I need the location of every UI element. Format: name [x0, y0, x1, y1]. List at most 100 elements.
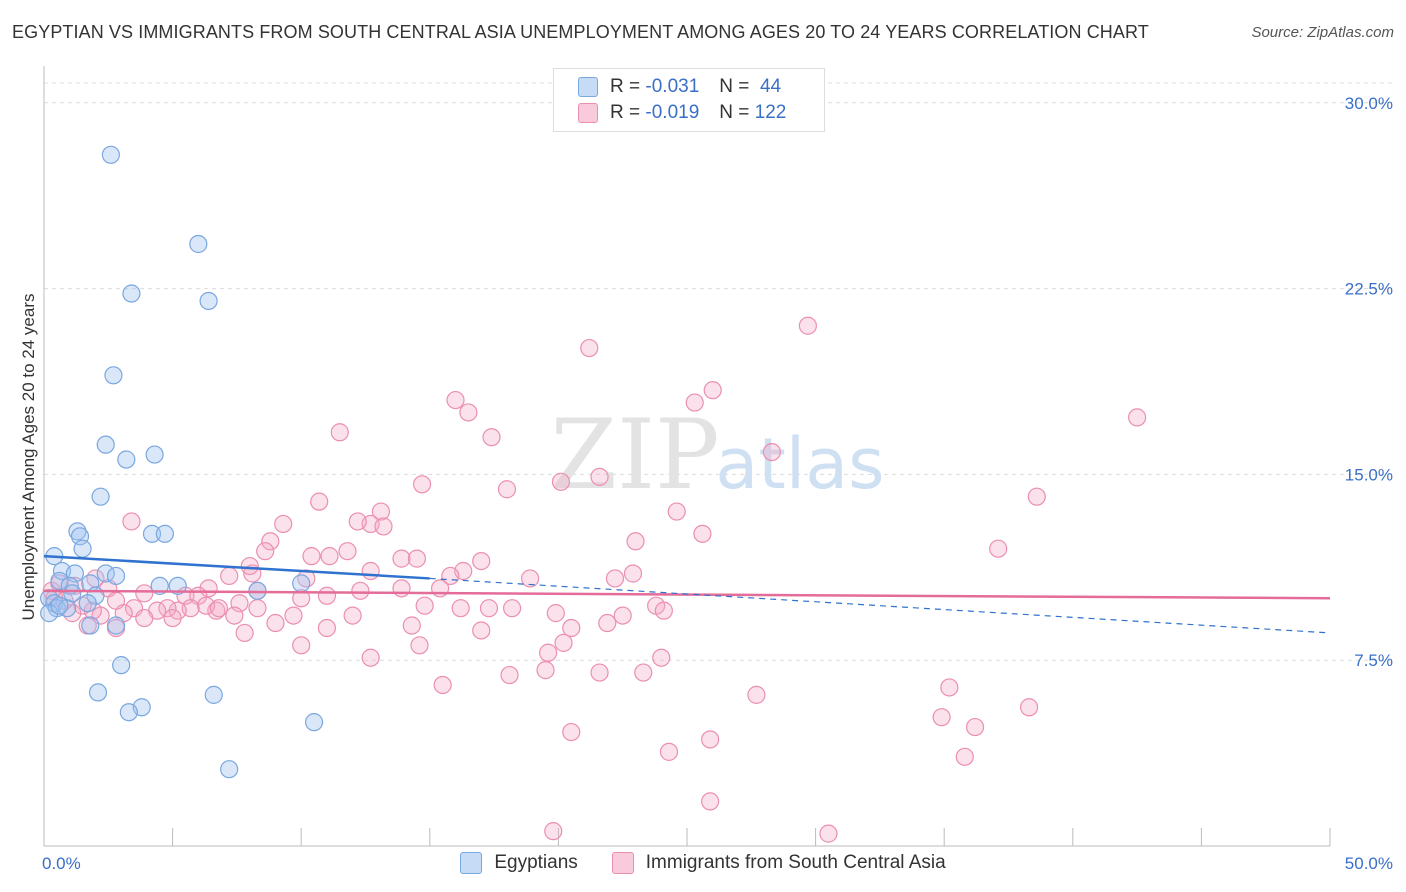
data-point-immigrants [361, 648, 380, 667]
data-point-immigrants [1127, 408, 1147, 427]
data-point-immigrants [1019, 698, 1039, 717]
data-point-immigrants [500, 665, 519, 685]
legend-item-immigrants[interactable]: Immigrants from South Central Asia [611, 852, 946, 874]
axes [43, 66, 1331, 847]
data-point-egyptians [40, 604, 59, 623]
data-point-immigrants [209, 599, 228, 618]
data-point-immigrants [580, 338, 599, 358]
data-point-immigrants [497, 480, 517, 499]
n-label: N = [719, 76, 750, 97]
data-point-immigrants [274, 514, 293, 534]
data-point-egyptians [50, 571, 69, 591]
data-point-egyptians [78, 594, 97, 613]
data-point-immigrants [654, 601, 673, 620]
watermark-zip: ZIP [550, 399, 719, 511]
data-point-immigrants [940, 678, 959, 697]
data-point-egyptians [63, 584, 82, 603]
data-point-egyptians [96, 435, 115, 454]
data-point-immigrants [747, 685, 766, 704]
data-point-immigrants [613, 606, 632, 625]
data-point-immigrants [701, 730, 720, 749]
data-point-immigrants [371, 502, 391, 521]
data-point-immigrants [433, 675, 452, 695]
data-point-egyptians [73, 539, 92, 558]
data-point-immigrants [551, 472, 571, 491]
data-point-immigrants [819, 824, 838, 843]
data-point-egyptians [189, 234, 208, 254]
data-point-immigrants [348, 512, 367, 531]
data-point-immigrants [351, 581, 370, 600]
data-point-egyptians [304, 713, 324, 732]
data-point-immigrants [590, 663, 609, 682]
data-point-immigrants [762, 442, 781, 462]
data-point-immigrants [482, 428, 501, 447]
egyptians-swatch [460, 852, 483, 874]
data-point-immigrants [225, 606, 244, 625]
data-point-immigrants [562, 618, 581, 638]
data-point-immigrants [415, 596, 434, 615]
data-point-immigrants [106, 591, 126, 610]
data-point-immigrants [598, 613, 617, 633]
data-point-egyptians [204, 685, 223, 704]
data-point-immigrants [693, 524, 712, 543]
data-point-egyptians [81, 616, 100, 635]
data-point-immigrants [955, 747, 974, 766]
data-point-immigrants [410, 636, 429, 655]
data-point-egyptians [220, 760, 239, 779]
data-point-egyptians [104, 366, 123, 385]
x-tick-label-max: 50.0% [1345, 854, 1393, 873]
data-point-immigrants [989, 539, 1008, 558]
data-point-egyptians [88, 683, 108, 702]
data-point-immigrants [626, 532, 645, 551]
data-point-immigrants [256, 542, 275, 561]
data-point-immigrants [932, 708, 951, 727]
data-point-immigrants [297, 569, 316, 588]
data-point-immigrants [240, 556, 259, 576]
data-point-immigrants [652, 648, 671, 667]
data-point-egyptians [50, 596, 69, 615]
data-point-immigrants [546, 604, 565, 623]
data-point-egyptians [142, 524, 162, 543]
data-point-immigrants [284, 606, 303, 625]
egyptians-label: Egyptians [494, 852, 578, 873]
data-point-immigrants [292, 589, 311, 608]
series-egyptians-points [40, 145, 324, 779]
data-point-immigrants [667, 502, 686, 521]
data-point-immigrants [266, 613, 285, 633]
data-point-egyptians [112, 656, 131, 675]
x-tick-label-min: 0.0% [42, 854, 81, 873]
data-point-immigrants [539, 643, 558, 662]
y-tick-label: 15.0% [1345, 465, 1393, 484]
data-point-immigrants [685, 393, 704, 412]
data-point-immigrants [472, 551, 491, 571]
data-point-immigrants [412, 475, 432, 494]
data-point-immigrants [302, 547, 321, 566]
data-point-immigrants [562, 722, 581, 742]
data-point-immigrants [122, 512, 141, 531]
data-point-immigrants [248, 599, 267, 618]
y-axis-label: Unemployment Among Ages 20 to 24 years [19, 294, 38, 621]
data-point-immigrants [317, 618, 337, 638]
data-point-egyptians [91, 487, 110, 506]
watermark-atlas: atlas [715, 423, 884, 505]
pink-r-value: -0.019 [645, 102, 700, 123]
legend-item-egyptians[interactable]: Egyptians [460, 852, 578, 874]
data-point-immigrants [554, 633, 573, 652]
n-label: N = [719, 102, 750, 123]
data-point-immigrants [634, 663, 653, 682]
data-point-immigrants [446, 390, 465, 410]
data-point-egyptians [155, 524, 174, 543]
tick-labels: 7.5% 15.0% 22.5% 30.0% 0.0% 50.0% [42, 94, 1393, 873]
y-tick-label: 7.5% [1354, 651, 1393, 670]
pink-swatch [578, 103, 598, 123]
blue-n-value: 44 [759, 76, 782, 97]
data-point-immigrants [407, 549, 427, 568]
trend-line-egyptians [43, 554, 430, 580]
data-point-immigrants [659, 742, 679, 761]
data-point-immigrants [392, 549, 411, 568]
data-point-immigrants [521, 569, 540, 588]
data-point-immigrants [135, 608, 154, 628]
data-point-immigrants [703, 381, 722, 400]
data-point-immigrants [544, 822, 563, 841]
